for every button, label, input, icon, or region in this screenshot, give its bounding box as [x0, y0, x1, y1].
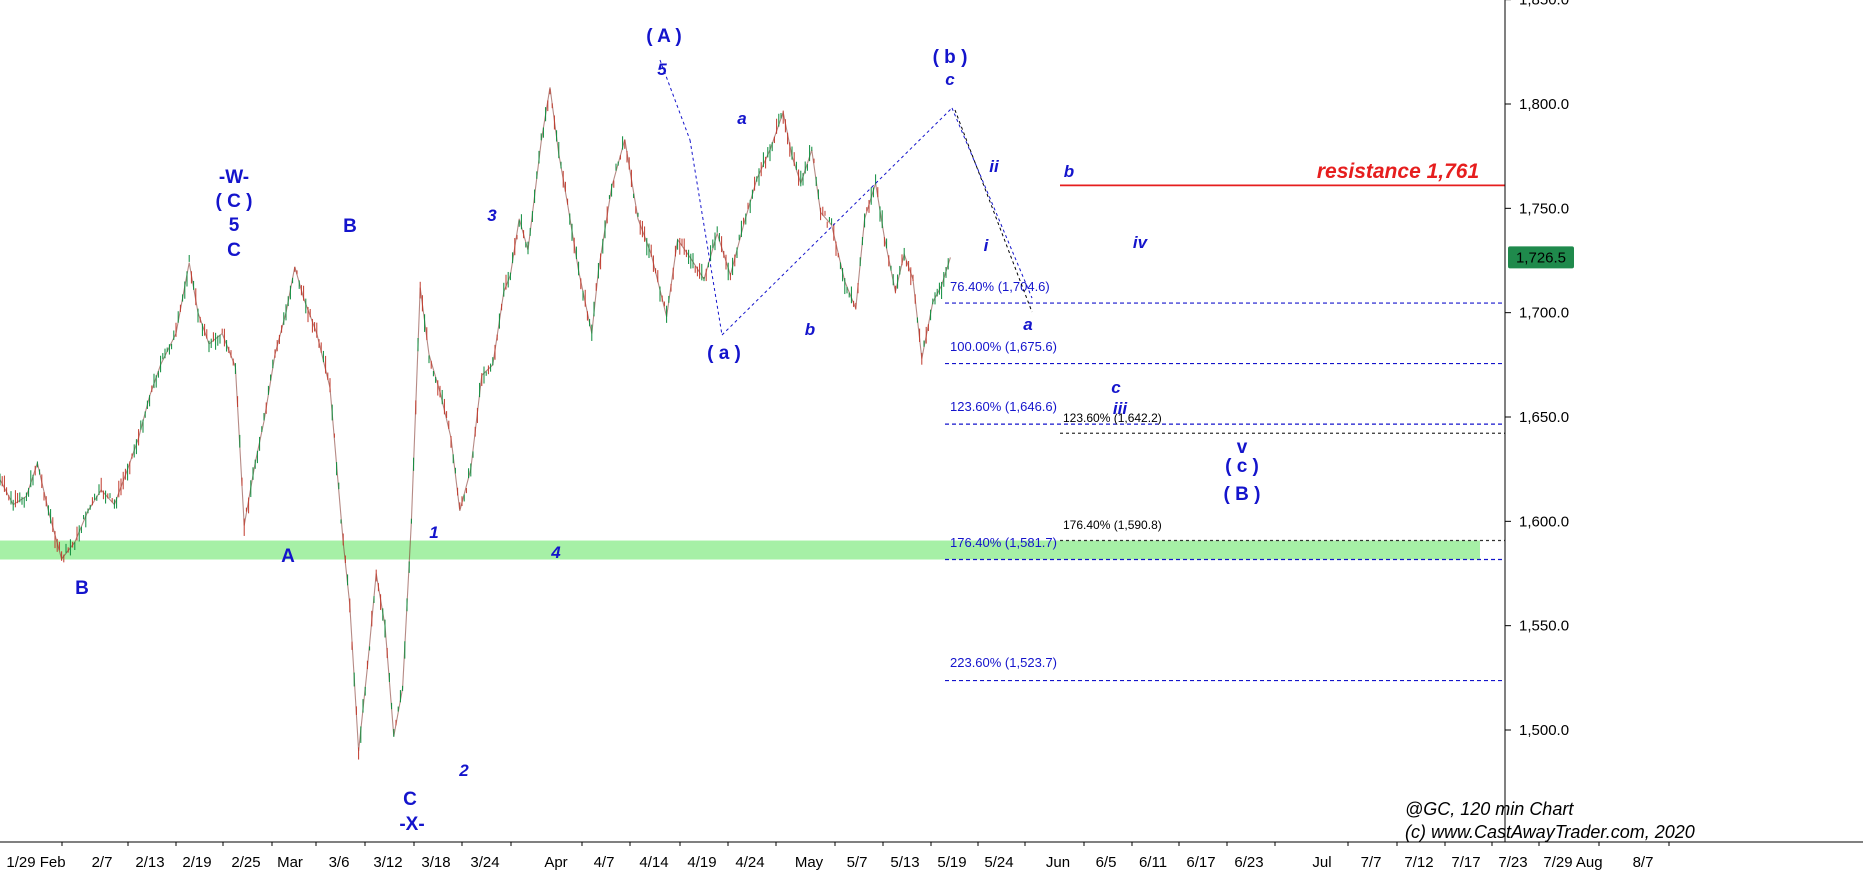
date-tick-label: 2/7: [92, 854, 113, 871]
resistance-label: resistance 1,761: [1317, 160, 1479, 183]
date-tick-label: Jul: [1312, 854, 1331, 871]
wave-label-upright: B: [75, 578, 89, 599]
wave-label-upright: 5: [229, 215, 240, 236]
price-tick-label: 1,600.0: [1519, 513, 1569, 530]
date-tick-label: 7/23: [1498, 854, 1527, 871]
date-tick-label: 4/24: [735, 854, 764, 871]
chart-credit-url: (c) www.CastAwayTrader.com, 2020: [1405, 822, 1695, 842]
chart-credit-title: @GC, 120 min Chart: [1405, 799, 1574, 819]
date-tick-label: 5/24: [984, 854, 1013, 871]
wave-connector: [954, 109, 1033, 313]
price-tick-label: 1,700.0: [1519, 305, 1569, 322]
date-tick-label: 3/6: [329, 854, 350, 871]
wave-label-upright: -W-: [219, 167, 249, 188]
wave-label-italic: a: [1023, 315, 1032, 334]
wave-label-upright: -X-: [399, 814, 424, 835]
wave-label-upright: v: [1237, 437, 1248, 458]
wave-connector: [689, 139, 723, 336]
wave-label-upright: ( b ): [933, 47, 968, 68]
wave-label-italic: 2: [458, 761, 469, 780]
fib-level-label: 176.40% (1,581.7): [950, 535, 1057, 550]
wave-connector: [721, 107, 953, 336]
wave-label-upright: ( a ): [707, 343, 741, 364]
wave-label-italic: 3: [487, 206, 497, 225]
date-tick-label: 6/23: [1234, 854, 1263, 871]
price-line: [0, 87, 951, 751]
support-band: [0, 540, 1480, 560]
fib-level-label: 123.60% (1,646.6): [950, 399, 1057, 414]
date-tick-label: 7/12: [1404, 854, 1433, 871]
wave-label-italic: iv: [1133, 233, 1149, 252]
price-tick-label: 1,500.0: [1519, 722, 1569, 739]
date-tick-label: 1/29 Feb: [6, 854, 65, 871]
wave-label-upright: C: [227, 240, 241, 261]
fib-level-label: 76.40% (1,704.6): [950, 279, 1050, 294]
last-price-badge: [1508, 246, 1574, 269]
date-tick-label: May: [795, 854, 824, 871]
date-tick-label: 3/12: [373, 854, 402, 871]
wave-label-upright: B: [343, 216, 357, 237]
date-tick-label: 3/24: [470, 854, 499, 871]
last-price-label: 1,726.5: [1516, 249, 1566, 266]
date-tick-label: 6/5: [1096, 854, 1117, 871]
price-tick-label: 1,800.0: [1519, 96, 1569, 113]
date-tick-label: Apr: [544, 854, 567, 871]
fib-level-label: 100.00% (1,675.6): [950, 339, 1057, 354]
date-tick-label: Jun: [1046, 854, 1070, 871]
date-tick-label: 4/7: [594, 854, 615, 871]
wave-label-italic: c: [1111, 378, 1121, 397]
fib-level-label: 123.60% (1,642.2): [1063, 411, 1162, 425]
wave-label-upright: ( B ): [1224, 484, 1261, 505]
wave-label-upright: ( c ): [1225, 456, 1259, 477]
price-series-layer: [0, 87, 951, 760]
wave-label-italic: i: [984, 236, 990, 255]
date-tick-label: 3/18: [421, 854, 450, 871]
wave-label-upright: A: [281, 546, 295, 567]
wave-connector: [659, 59, 691, 141]
wave-label-italic: iii: [1113, 399, 1128, 418]
date-tick-label: 7/17: [1451, 854, 1480, 871]
fib-level-label: 176.40% (1,590.8): [1063, 518, 1162, 532]
wave-label-italic: 5: [657, 60, 667, 79]
date-tick-label: 5/7: [847, 854, 868, 871]
wave-label-italic: 4: [550, 543, 561, 562]
date-tick-label: 2/25: [231, 854, 260, 871]
date-tick-label: 5/19: [937, 854, 966, 871]
date-tick-label: 2/19: [182, 854, 211, 871]
wave-label-italic: 1: [429, 523, 438, 542]
price-tick-label: 1,650.0: [1519, 409, 1569, 426]
wave-label-italic: a: [737, 109, 746, 128]
wave-label-upright: ( A ): [646, 26, 682, 47]
fib-level-label: 223.60% (1,523.7): [950, 655, 1057, 670]
date-tick-label: 7/7: [1361, 854, 1382, 871]
wave-label-italic: ii: [989, 157, 1000, 176]
level-lines-layer: 76.40% (1,704.6) 100.00% (1,675.6) 123.60%…: [945, 160, 1505, 682]
date-tick-label: 4/14: [639, 854, 668, 871]
date-tick-label: 8/7: [1633, 854, 1654, 871]
date-tick-label: Mar: [277, 854, 303, 871]
date-tick-label: 4/19: [687, 854, 716, 871]
wave-connector: [951, 107, 1033, 299]
date-tick-label: 6/17: [1186, 854, 1215, 871]
wave-label-italic: b: [1064, 162, 1074, 181]
wave-label-upright: C: [403, 789, 417, 810]
date-tick-label: 7/29 Aug: [1543, 854, 1602, 871]
date-tick-label: 5/13: [890, 854, 919, 871]
wave-label-italic: c: [945, 70, 955, 89]
price-tick-label: 1,750.0: [1519, 200, 1569, 217]
date-tick-label: 2/13: [135, 854, 164, 871]
annotation-layer: -W- ( C ) 5 C B A B C -X- ( A ) ( b ) ( a ) v( c ) ( …: [75, 26, 1695, 842]
support-band-layer: [0, 540, 1480, 560]
date-tick-label: 6/11: [1139, 854, 1167, 871]
price-tick-label: 1,850.0: [1519, 0, 1569, 9]
price-tick-label: 1,550.0: [1519, 618, 1569, 635]
wave-label-upright: ( C ): [216, 191, 253, 212]
wave-label-italic: b: [805, 320, 815, 339]
